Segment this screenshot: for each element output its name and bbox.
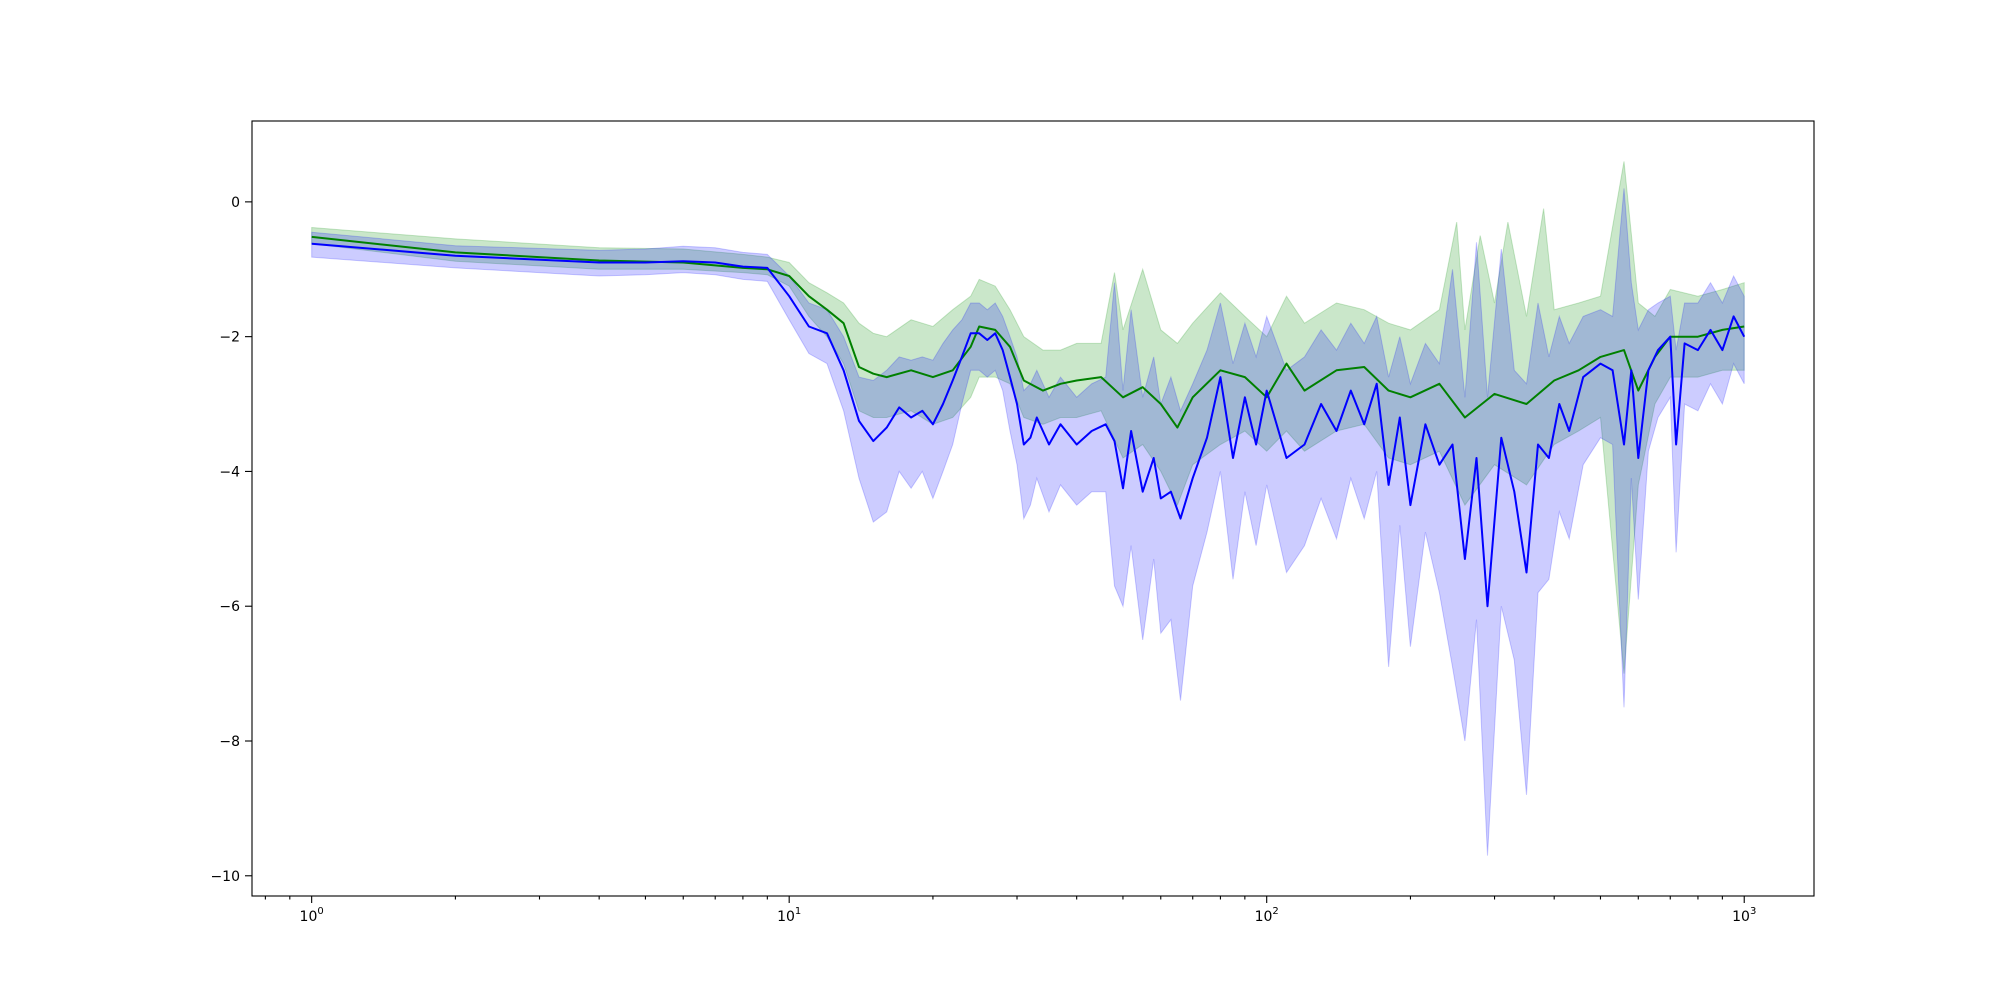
y-tick-label: −8 — [219, 734, 240, 750]
y-tick-label: −4 — [219, 464, 240, 480]
series-2-line — [311, 242, 1746, 608]
x-tick-label: 101 — [777, 906, 801, 925]
confidence-bands — [311, 161, 1745, 856]
y-tick-label: −10 — [210, 869, 240, 885]
series-2-band — [311, 188, 1745, 856]
y-tick-label: −6 — [219, 599, 240, 615]
y-tick-label: −2 — [219, 330, 240, 346]
x-axis: 100 101 102 103 — [264, 896, 1756, 925]
y-tick-label: 0 — [231, 195, 240, 211]
y-axis: 0 −2 −4 −6 −8 −10 — [210, 195, 252, 885]
x-tick-label: 102 — [1255, 906, 1279, 925]
plot-frame — [251, 120, 1815, 897]
x-tick-label: 100 — [300, 906, 324, 925]
series-1-line — [311, 235, 1745, 429]
series-1-band — [311, 161, 1745, 674]
x-tick-label: 103 — [1732, 906, 1756, 925]
series-lines — [311, 235, 1746, 608]
